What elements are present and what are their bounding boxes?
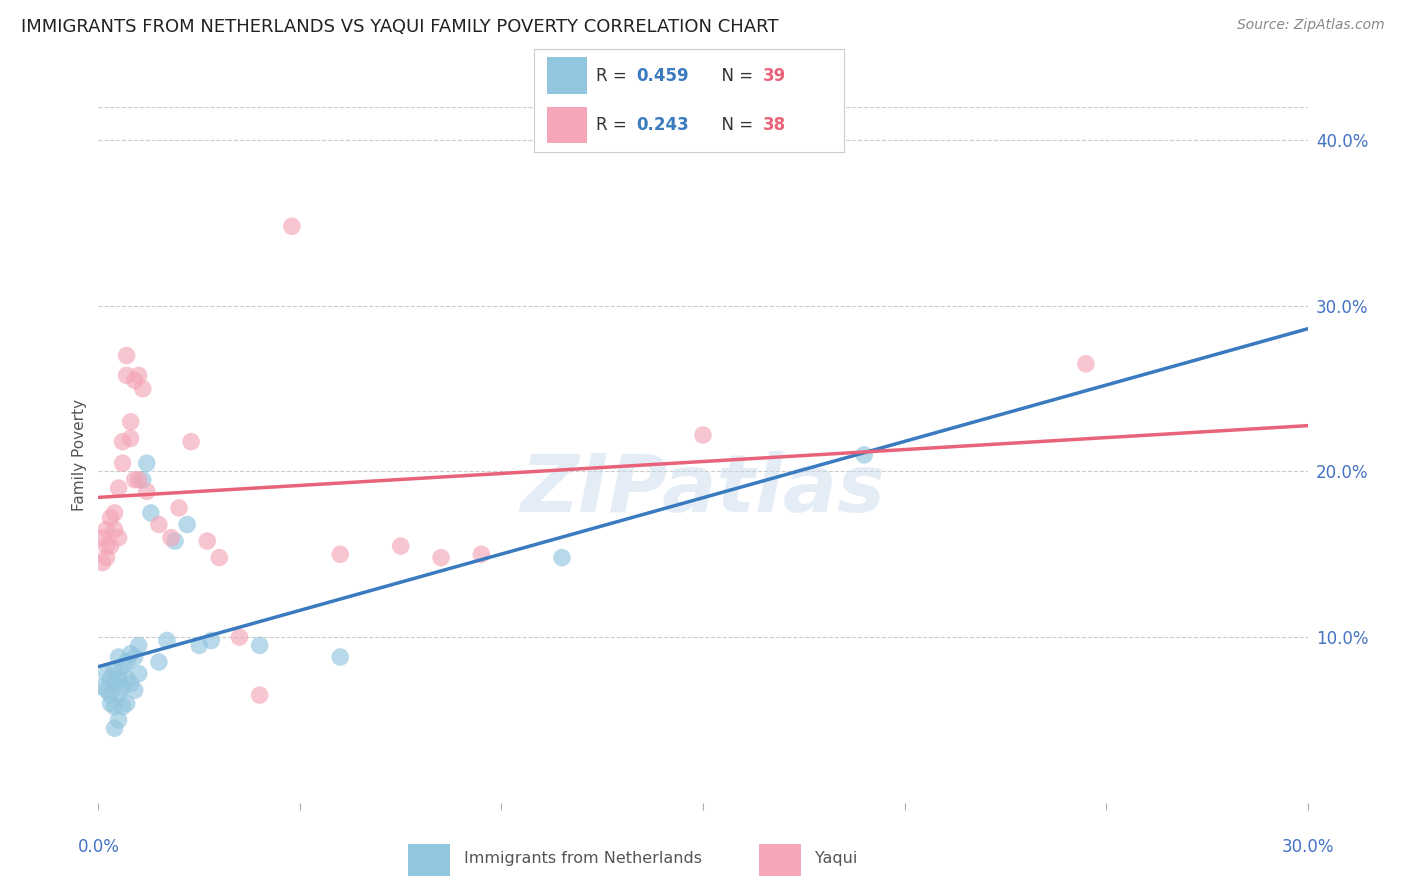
Point (180, 434, 202, 449)
Point (103, 663, 125, 677)
Point (107, 672, 129, 686)
Point (96, 550, 118, 565)
Text: 38: 38 (763, 116, 786, 134)
Point (132, 382, 155, 396)
Point (135, 456, 157, 470)
Point (228, 630, 250, 644)
Text: 0.0%: 0.0% (77, 838, 120, 856)
Point (128, 368, 150, 383)
Point (120, 415, 142, 429)
Point (132, 473, 155, 487)
Text: 30.0%: 30.0% (1281, 838, 1334, 856)
Point (156, 633, 179, 648)
Point (91, 680, 114, 694)
Text: Immigrants from Netherlands: Immigrants from Netherlands (464, 851, 702, 866)
Point (176, 517, 198, 532)
Point (111, 456, 134, 470)
Point (91, 556, 114, 570)
Point (100, 511, 122, 525)
Point (148, 517, 170, 532)
Point (107, 481, 129, 495)
Point (103, 523, 125, 537)
Point (103, 676, 125, 690)
Point (195, 534, 218, 549)
Point (111, 660, 134, 674)
Point (1074, 357, 1097, 371)
Point (124, 373, 146, 387)
Text: 0.459: 0.459 (637, 67, 689, 85)
Point (96, 683, 118, 698)
FancyBboxPatch shape (547, 57, 586, 95)
Text: Source: ZipAtlas.com: Source: ZipAtlas.com (1237, 18, 1385, 32)
Point (128, 639, 150, 653)
Point (329, 547, 352, 561)
Point (91, 531, 114, 545)
Point (249, 688, 271, 702)
Point (853, 448, 876, 462)
Point (470, 547, 492, 561)
Point (107, 688, 129, 702)
Point (389, 539, 412, 553)
Point (160, 531, 183, 545)
Y-axis label: Family Poverty: Family Poverty (72, 399, 87, 511)
Point (692, 428, 714, 442)
Point (208, 550, 231, 565)
Point (124, 683, 146, 698)
FancyBboxPatch shape (759, 844, 801, 876)
Point (100, 539, 122, 553)
Point (103, 506, 125, 520)
Point (115, 697, 138, 711)
Text: 39: 39 (763, 67, 786, 85)
Point (135, 484, 157, 499)
Point (115, 349, 138, 363)
Point (115, 655, 138, 669)
Point (148, 655, 170, 669)
Text: 0.243: 0.243 (637, 116, 689, 134)
Point (103, 721, 125, 735)
Point (200, 633, 222, 648)
Point (124, 473, 146, 487)
Point (111, 434, 134, 449)
Point (100, 672, 122, 686)
Point (100, 688, 122, 702)
Point (128, 666, 150, 681)
FancyBboxPatch shape (408, 844, 450, 876)
Text: R =: R = (596, 67, 633, 85)
Point (120, 431, 142, 445)
Text: R =: R = (596, 116, 633, 134)
Point (115, 672, 138, 686)
Point (281, 219, 304, 234)
Point (111, 680, 134, 694)
Point (96, 666, 118, 681)
Point (128, 473, 150, 487)
Point (139, 506, 162, 520)
Point (124, 650, 146, 665)
Point (167, 500, 190, 515)
Point (107, 650, 129, 665)
Text: ZIPatlas: ZIPatlas (520, 450, 886, 529)
Text: Yaqui: Yaqui (815, 851, 858, 866)
Text: N =: N = (710, 67, 758, 85)
Point (120, 647, 142, 661)
Point (115, 368, 138, 383)
Point (249, 639, 271, 653)
Text: IMMIGRANTS FROM NETHERLANDS VS YAQUI FAMILY POVERTY CORRELATION CHART: IMMIGRANTS FROM NETHERLANDS VS YAQUI FAM… (21, 18, 779, 36)
Point (103, 699, 125, 714)
Point (107, 713, 129, 727)
Point (107, 531, 129, 545)
Point (96, 523, 118, 537)
Point (163, 534, 186, 549)
Point (100, 697, 122, 711)
Text: N =: N = (710, 116, 758, 134)
Point (329, 650, 352, 665)
Point (120, 676, 142, 690)
Point (551, 550, 574, 565)
Point (96, 539, 118, 553)
Point (430, 550, 453, 565)
FancyBboxPatch shape (547, 106, 586, 144)
Point (188, 639, 211, 653)
Point (111, 699, 134, 714)
